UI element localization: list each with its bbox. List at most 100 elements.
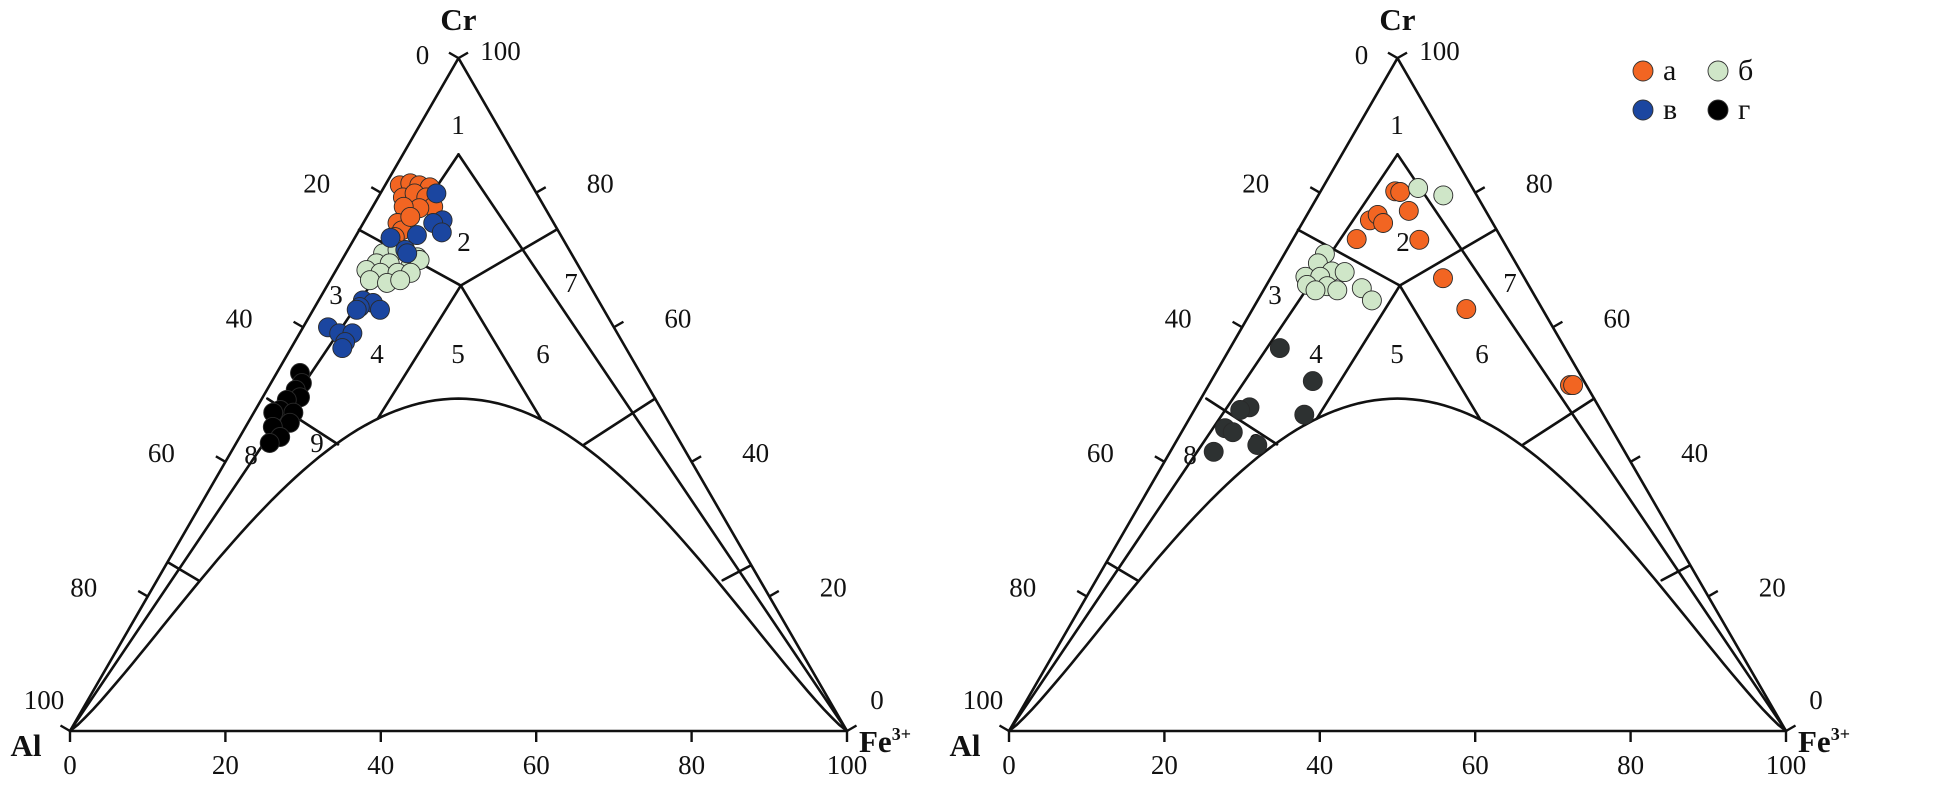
field-boundary bbox=[459, 284, 543, 421]
tick-label-right: 60 bbox=[1603, 303, 1630, 333]
data-point bbox=[380, 227, 401, 248]
tick-left bbox=[1309, 186, 1321, 194]
tick-left bbox=[1076, 589, 1088, 598]
legend-label: б bbox=[1738, 54, 1753, 87]
region-label-4: 4 bbox=[1309, 339, 1323, 369]
vertex-label-cr: Cr bbox=[1379, 2, 1415, 37]
tick-left bbox=[1154, 455, 1166, 463]
field-boundary bbox=[1396, 153, 1788, 733]
data-point bbox=[1247, 435, 1268, 455]
legend: а б в г bbox=[1632, 54, 1753, 126]
region-label-2: 2 bbox=[1396, 227, 1410, 257]
tick-label-bottom: 40 bbox=[1306, 750, 1333, 780]
series-3 bbox=[1203, 338, 1323, 462]
tick-right bbox=[1785, 724, 1797, 733]
data-point bbox=[426, 183, 447, 204]
tick-label-right: 40 bbox=[1681, 438, 1708, 468]
data-point bbox=[1230, 400, 1251, 420]
tick-label-bottom: 60 bbox=[523, 750, 550, 780]
tick-label-right: 20 bbox=[1759, 572, 1786, 602]
tick-left bbox=[448, 51, 460, 60]
tick-label-bottom: 20 bbox=[1151, 750, 1178, 780]
tick-left bbox=[1387, 51, 1399, 60]
tick-right bbox=[1707, 589, 1719, 598]
region-label-9: 9 bbox=[310, 428, 324, 458]
tick-right bbox=[613, 320, 625, 329]
data-point bbox=[397, 243, 418, 264]
field-boundary bbox=[1205, 397, 1279, 446]
data-point bbox=[1346, 229, 1367, 250]
tick-left bbox=[1231, 320, 1243, 329]
region-label-4: 4 bbox=[370, 339, 384, 369]
data-point bbox=[1456, 299, 1477, 320]
tick-label-bottom: 80 bbox=[1617, 750, 1644, 780]
region-label-7: 7 bbox=[1503, 268, 1517, 298]
data-point bbox=[1408, 178, 1429, 198]
spinel-curve bbox=[1008, 397, 1787, 733]
legend-label: а bbox=[1663, 54, 1676, 87]
tick-label-right: 100 bbox=[480, 36, 521, 66]
field-boundary bbox=[1522, 397, 1596, 446]
data-point bbox=[1433, 185, 1454, 206]
spinel-curve bbox=[69, 397, 848, 733]
data-point bbox=[1334, 262, 1355, 283]
series-2 bbox=[1295, 178, 1454, 311]
field-boundary bbox=[583, 397, 657, 446]
tick-label-left: 20 bbox=[303, 169, 330, 199]
field-boundary bbox=[1660, 564, 1691, 582]
tick-label-right: 60 bbox=[664, 303, 691, 333]
field-boundary bbox=[457, 153, 849, 733]
region-label-7: 7 bbox=[564, 268, 578, 298]
tick-right bbox=[1474, 186, 1486, 194]
vertex-label-fe: Fe3+ bbox=[859, 724, 911, 759]
data-point bbox=[370, 299, 390, 320]
data-point bbox=[400, 206, 421, 227]
tick-right bbox=[846, 724, 858, 733]
tick-left bbox=[137, 589, 149, 598]
vertex-label-fe-charge: 3+ bbox=[1831, 724, 1850, 744]
tick-left bbox=[59, 724, 71, 733]
region-label-1: 1 bbox=[451, 110, 465, 140]
tick-label-bottom: 0 bbox=[63, 750, 77, 780]
region-label-5: 5 bbox=[451, 339, 465, 369]
legend-label: в bbox=[1663, 93, 1677, 126]
field-boundary bbox=[376, 284, 463, 421]
field-boundary bbox=[721, 564, 752, 582]
tick-right bbox=[535, 186, 547, 194]
tick-label-left: 0 bbox=[416, 40, 430, 70]
axis-left bbox=[68, 56, 460, 733]
tick-label-right: 20 bbox=[820, 572, 847, 602]
region-label-8: 8 bbox=[244, 440, 258, 470]
legend-marker bbox=[1707, 99, 1729, 121]
tick-label-right: 100 bbox=[1419, 36, 1460, 66]
region-label-6: 6 bbox=[1475, 339, 1489, 369]
tick-left bbox=[370, 186, 382, 194]
series-3 bbox=[318, 183, 453, 359]
tick-label-bottom: 0 bbox=[1002, 750, 1016, 780]
series-2 bbox=[356, 239, 430, 293]
field-boundary bbox=[1398, 284, 1482, 421]
field-boundary bbox=[1315, 284, 1402, 421]
field-boundary bbox=[1007, 153, 1399, 733]
axis-left bbox=[1007, 56, 1399, 733]
data-point bbox=[1433, 268, 1453, 289]
field-boundary bbox=[1106, 561, 1139, 582]
data-point bbox=[259, 433, 280, 453]
tick-label-left: 100 bbox=[24, 685, 65, 715]
data-point bbox=[1409, 229, 1430, 250]
tick-label-left: 60 bbox=[1087, 438, 1114, 468]
data-point bbox=[1361, 290, 1382, 311]
data-point bbox=[332, 338, 353, 359]
tick-label-right: 80 bbox=[587, 169, 614, 199]
data-point bbox=[390, 270, 411, 291]
field-boundary bbox=[1296, 228, 1402, 287]
tick-right bbox=[690, 455, 702, 463]
data-point bbox=[1269, 338, 1290, 359]
vertex-label-fe-symbol: Fe bbox=[1798, 724, 1831, 759]
tick-label-left: 40 bbox=[1165, 303, 1192, 333]
field-boundary bbox=[459, 228, 558, 287]
series-4 bbox=[259, 363, 312, 453]
data-point bbox=[1222, 422, 1243, 443]
